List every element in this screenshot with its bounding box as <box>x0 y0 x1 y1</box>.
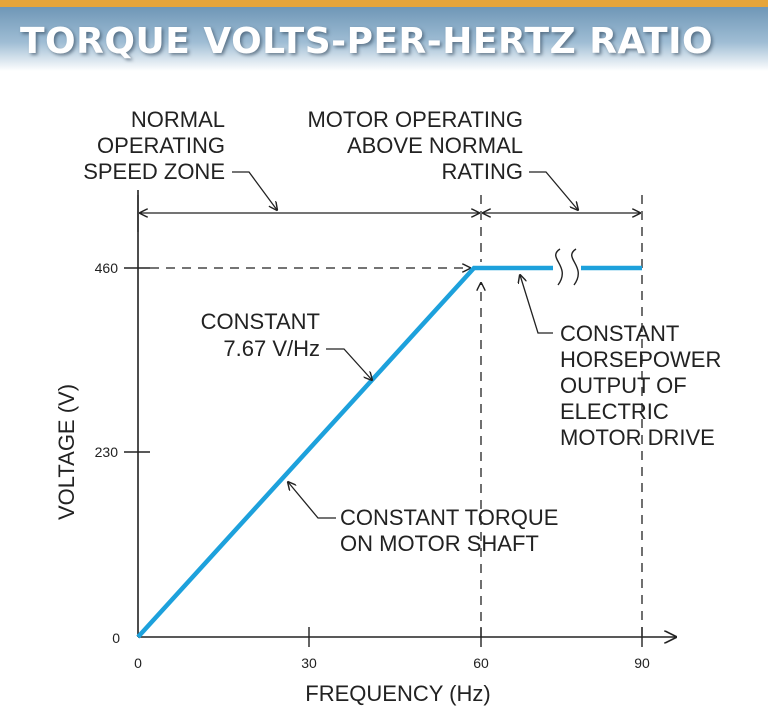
break-mark-left <box>555 248 563 286</box>
x-tick-label-30: 30 <box>301 655 317 671</box>
x-axis-label: FREQUENCY (Hz) <box>305 681 490 706</box>
constant-hp-leader <box>520 275 553 334</box>
x-tick-label-90: 90 <box>634 655 650 671</box>
constant-hp-label-3: OUTPUT OF <box>560 373 687 398</box>
y-tick-label-230: 230 <box>95 444 119 460</box>
constant-hp-label-4: ELECTRIC <box>560 399 669 424</box>
constant-vhz-label-2: 7.67 V/Hz <box>223 336 320 361</box>
normal-zone-label-2: OPERATING <box>97 133 225 158</box>
y-axis-label: VOLTAGE (V) <box>54 384 79 520</box>
constant-hp-label-5: MOTOR DRIVE <box>560 425 715 450</box>
x-tick-label-60: 60 <box>473 655 489 671</box>
above-rating-label-3: RATING <box>442 159 523 184</box>
constant-torque-leader <box>288 482 336 519</box>
above-rating-label-2: ABOVE NORMAL <box>347 133 523 158</box>
y-tick-label-0: 0 <box>112 630 120 646</box>
y-tick-label-460: 460 <box>95 260 119 276</box>
normal-zone-label-3: SPEED ZONE <box>83 159 225 184</box>
constant-hp-label-2: HORSEPOWER <box>560 347 721 372</box>
title-banner: TORQUE VOLTS-PER-HERTZ RATIO <box>0 7 768 71</box>
normal-zone-label-1: NORMAL <box>131 107 225 132</box>
normal-zone-leader <box>232 171 277 210</box>
break-mark-right <box>571 248 579 286</box>
constant-torque-label-1: CONSTANT TORQUE <box>340 505 558 530</box>
x-tick-label-0: 0 <box>134 655 142 671</box>
constant-hp-label-1: CONSTANT <box>560 321 679 346</box>
constant-torque-label-2: ON MOTOR SHAFT <box>340 531 539 556</box>
constant-vhz-leader <box>326 348 372 380</box>
break-gap <box>553 258 581 278</box>
above-rating-label-1: MOTOR OPERATING <box>307 107 523 132</box>
volts-per-hertz-line <box>136 265 642 639</box>
top-accent-strip <box>0 0 768 7</box>
page-title: TORQUE VOLTS-PER-HERTZ RATIO <box>20 21 714 62</box>
constant-vhz-label-1: CONSTANT <box>201 309 320 334</box>
above-rating-leader <box>529 171 578 210</box>
